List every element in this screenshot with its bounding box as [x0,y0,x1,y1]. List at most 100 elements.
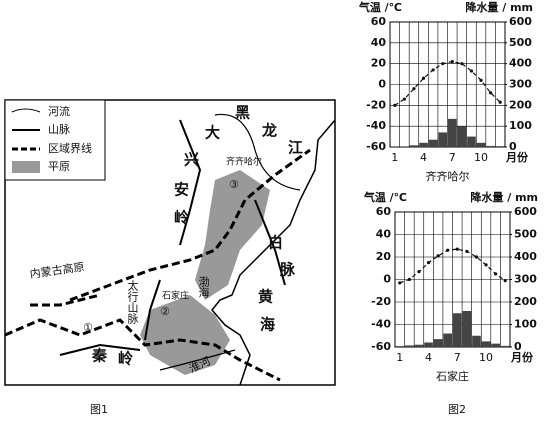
bar [395,346,405,347]
temperature-point [450,59,454,64]
bar [433,339,443,347]
y-tick-label: 0 [383,273,391,286]
temperature-point [402,97,406,101]
y2-tick-label: 100 [514,318,537,331]
y-tick-label: 20 [371,57,387,70]
bar [405,345,414,347]
map-label: 龙 [261,122,277,140]
bar [481,341,491,347]
caption: 图1 [90,403,108,416]
map-label: 太行山脉 [126,280,139,324]
bar [443,333,453,347]
y2-tick-label: 100 [509,119,532,132]
y2-axis-label: 降水量 / mm [465,0,533,14]
map-label: 脉 [279,261,296,279]
temperature-line [394,60,501,106]
map-label: 齐齐哈尔 [226,156,262,168]
y2-axis-label: 降水量 / mm [470,190,538,204]
y2-tick-label: 600 [514,205,537,218]
map-label: 黑 [235,104,250,122]
bar [462,311,472,347]
bar [486,145,495,147]
y-axis-label: 气温 /℃ [358,0,402,14]
x-axis-label: 月份 [505,150,529,164]
chart-title: 齐齐哈尔 [426,169,470,183]
map-label: 秦 [91,347,108,365]
plain [195,170,270,300]
temperature-point [441,62,445,66]
map-label: 岭 [174,209,189,227]
map-label: 兴 [184,151,199,169]
y-tick-label: 40 [371,36,387,49]
y2-tick-label: 0 [514,340,522,353]
temperature-point [489,91,493,95]
map-label: 渤海 [197,276,210,299]
caption: 图2 [448,403,466,416]
map: 河流 山脉 区域界线 平原 黑 龙 江 大 兴 安 岭 齐齐哈尔 ③ 白 脉 黄… [4,99,336,416]
y-tick-label: -60 [371,340,391,353]
bar [500,345,510,347]
bar [390,146,400,147]
map-label: 黄 [258,288,273,306]
y2-tick-label: 300 [514,273,537,286]
river [214,113,301,191]
y2-tick-label: 600 [509,15,532,28]
map-label: ② [160,305,170,318]
bar [457,126,467,147]
bar [467,136,476,147]
bar [476,142,486,147]
plain [140,295,230,375]
y2-tick-label: 400 [509,57,532,70]
temperature-point [469,69,474,73]
temperature-point [479,78,483,82]
temperature-point [503,279,507,283]
temperature-point [398,281,402,285]
temperature-point [446,248,450,252]
x-tick-label: 7 [449,151,456,164]
temperature-point [494,272,498,276]
bar [438,132,448,147]
y-tick-label: -40 [366,119,386,132]
bar [491,343,500,347]
x-tick-label: 10 [474,151,488,164]
temperature-point [498,100,502,104]
temperature-point [393,103,397,107]
temperature-point [431,68,435,72]
mountain [179,119,202,246]
x-tick-label: 4 [425,351,432,364]
temperature-point [436,254,440,258]
x-tick-label: 1 [396,351,403,364]
river [159,349,236,371]
y2-tick-label: 300 [509,78,532,91]
y2-tick-label: 200 [514,295,537,308]
bar [452,313,462,347]
map-label: 安 [174,181,189,199]
bar [409,145,419,147]
bar [472,335,481,347]
bar [495,146,505,147]
bar [419,142,428,147]
y-tick-label: 20 [376,250,392,263]
x-tick-label: 10 [479,351,493,364]
map-label: 白 [268,234,283,252]
temperature-point [421,76,426,80]
legend-label: 山脉 [48,122,70,136]
boundary [30,293,101,307]
temperature-point [465,249,469,253]
temperature-point [474,255,479,259]
y-tick-label: 0 [378,78,386,91]
map-label: 大 [205,124,220,142]
x-tick-label: 7 [454,351,461,364]
bar [414,344,424,347]
map-label: 石家庄 [162,290,189,302]
y-tick-label: 60 [376,205,392,218]
bar [424,342,433,347]
y2-tick-label: 400 [514,250,537,263]
map-label: 江 [288,139,303,157]
mountain [59,343,141,356]
legend-river [11,108,41,113]
y-tick-label: -20 [366,98,386,111]
x-axis-label: 月份 [510,350,534,364]
temperature-point [455,247,459,251]
